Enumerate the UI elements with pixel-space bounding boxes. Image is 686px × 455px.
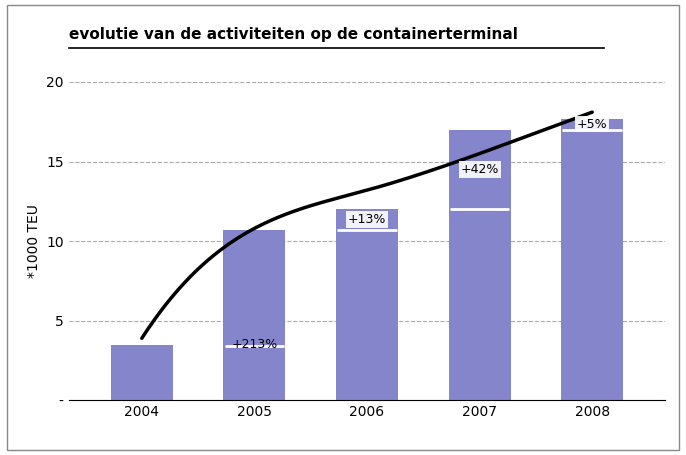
Bar (449, 130, 510, 400)
Text: +42%: +42% (460, 163, 499, 176)
Bar (224, 230, 285, 400)
Bar (561, 119, 623, 400)
Bar (336, 209, 398, 400)
Text: +213%: +213% (231, 338, 278, 351)
Bar (111, 345, 173, 400)
Y-axis label: *1000 TEU: *1000 TEU (27, 204, 40, 278)
Text: evolutie van de activiteiten op de containerterminal: evolutie van de activiteiten op de conta… (69, 27, 517, 42)
Text: +5%: +5% (577, 117, 608, 131)
Text: +13%: +13% (348, 213, 386, 226)
